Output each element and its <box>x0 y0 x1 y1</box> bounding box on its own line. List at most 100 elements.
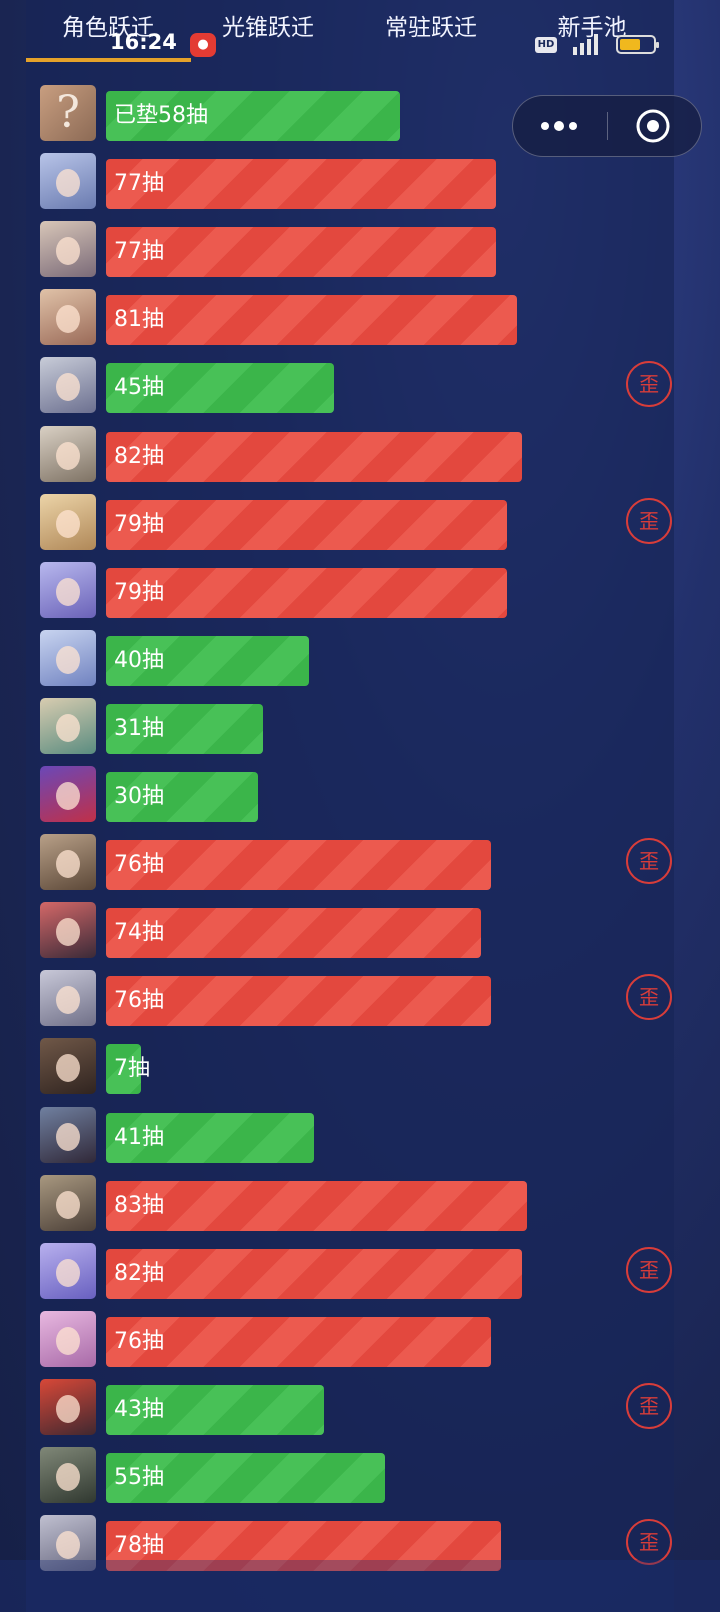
close-miniprogram-button[interactable] <box>609 96 701 156</box>
character-avatar <box>40 1242 96 1299</box>
pull-bar-red: 83抽 <box>106 1180 527 1231</box>
tab-lightcone-warp[interactable]: 光锥跃迁 <box>222 15 314 41</box>
character-avatar <box>40 766 96 822</box>
pull-row[interactable]: 79抽 歪 <box>40 493 680 550</box>
pull-bar-green: 41抽 <box>106 1112 314 1163</box>
pull-count-label: 82抽 <box>114 1260 164 1286</box>
capsule-divider <box>607 112 608 140</box>
pull-bar-green: 已垫58抽 <box>106 91 401 141</box>
pull-count-label: 30抽 <box>114 784 164 809</box>
miniprogram-capsule <box>512 95 702 157</box>
pull-count-label: 45抽 <box>114 375 164 401</box>
pull-row[interactable]: 41抽 <box>40 1106 680 1163</box>
pull-bar-red: 82抽 <box>106 431 522 482</box>
pull-count-label: 40抽 <box>114 647 164 673</box>
pull-count-label: 81抽 <box>114 307 164 333</box>
pull-count-label: 77抽 <box>114 239 164 265</box>
off-banner-badge: 歪 <box>626 1519 672 1566</box>
target-close-icon <box>636 109 670 143</box>
pull-count-label: 79抽 <box>114 511 164 537</box>
question-mark-avatar: ? <box>40 85 96 141</box>
pull-count-label: 76抽 <box>114 1328 164 1354</box>
character-avatar <box>40 289 96 346</box>
pull-count-label: 83抽 <box>114 1192 164 1218</box>
tab-beginner-warp[interactable]: 新手池 <box>557 15 627 41</box>
pull-row[interactable]: 31抽 <box>40 697 680 754</box>
pull-count-label: 43抽 <box>114 1396 164 1422</box>
pull-row[interactable]: 74抽 <box>40 902 680 959</box>
pull-bar-red: 77抽 <box>106 227 497 278</box>
pull-row[interactable]: 55抽 <box>40 1447 680 1503</box>
character-avatar <box>40 834 96 891</box>
pull-count-label: 76抽 <box>114 852 164 878</box>
more-dots-icon <box>541 121 577 131</box>
pull-row[interactable]: 82抽 歪 <box>40 1242 680 1299</box>
character-avatar <box>40 902 96 959</box>
off-banner-badge: 歪 <box>626 361 672 408</box>
pull-bar-red: 76抽 <box>106 976 492 1027</box>
character-avatar <box>40 970 96 1027</box>
pull-bar-red: 79抽 <box>106 567 507 618</box>
pull-row[interactable]: 76抽 歪 <box>40 970 680 1027</box>
pull-bar-red: 82抽 <box>106 1248 522 1299</box>
pull-row[interactable]: 45抽 歪 <box>40 357 680 414</box>
bottom-fade <box>0 1560 720 1612</box>
pull-bar-green: 30抽 <box>106 772 259 822</box>
character-avatar <box>40 425 96 482</box>
character-avatar <box>40 153 96 210</box>
pull-bar-green: 40抽 <box>106 635 309 686</box>
tab-character-warp[interactable]: 角色跃迁 <box>62 15 154 41</box>
pull-row[interactable]: ? 已垫58抽 <box>40 85 680 141</box>
pull-bar-green: 31抽 <box>106 703 264 754</box>
pull-bar-green: 43抽 <box>106 1384 324 1435</box>
pull-row[interactable]: 78抽 歪 <box>40 1515 680 1572</box>
pull-bar-red: 81抽 <box>106 295 517 346</box>
pull-count-label: 7抽 <box>114 1056 150 1082</box>
pull-row[interactable]: 77抽 <box>40 221 680 278</box>
pull-bar-red: 78抽 <box>106 1521 502 1572</box>
character-avatar <box>40 1310 96 1367</box>
character-avatar <box>40 1378 96 1435</box>
pull-row[interactable]: 81抽 <box>40 289 680 346</box>
off-banner-badge: 歪 <box>626 1246 672 1293</box>
pull-bar-red: 79抽 <box>106 499 507 550</box>
character-avatar <box>40 493 96 550</box>
pull-row[interactable]: 82抽 <box>40 425 680 482</box>
character-avatar <box>40 1038 96 1095</box>
off-banner-badge: 歪 <box>626 497 672 544</box>
pull-count-label: 76抽 <box>114 988 164 1014</box>
character-avatar <box>40 1174 96 1231</box>
pull-bar-red: 76抽 <box>106 1316 492 1367</box>
pull-row[interactable]: 30抽 <box>40 766 680 822</box>
pull-row[interactable]: 79抽 <box>40 561 680 618</box>
off-banner-badge: 歪 <box>626 974 672 1021</box>
pull-row[interactable]: 40抽 <box>40 629 680 686</box>
pull-row[interactable]: 77抽 <box>40 153 680 210</box>
pull-count-label: 55抽 <box>114 1465 164 1490</box>
character-avatar <box>40 357 96 414</box>
pull-bar-red: 74抽 <box>106 908 482 959</box>
off-banner-badge: 歪 <box>626 1382 672 1429</box>
pull-count-label: 已垫58抽 <box>114 103 208 128</box>
pull-row[interactable]: 7抽 <box>40 1038 680 1095</box>
pull-row[interactable]: 83抽 <box>40 1174 680 1231</box>
character-avatar <box>40 1515 96 1572</box>
pull-count-label: 31抽 <box>114 715 164 741</box>
pull-bar-green: 45抽 <box>106 363 335 414</box>
pull-count-label: 41抽 <box>114 1124 164 1150</box>
character-avatar <box>40 1447 96 1503</box>
pull-bar-red: 77抽 <box>106 159 497 210</box>
pull-bar-green: 55抽 <box>106 1453 385 1503</box>
character-avatar <box>40 697 96 754</box>
character-avatar <box>40 561 96 618</box>
more-menu-button[interactable] <box>513 96 607 156</box>
pull-row[interactable]: 43抽 歪 <box>40 1378 680 1435</box>
off-banner-badge: 歪 <box>626 838 672 885</box>
character-avatar <box>40 629 96 686</box>
pull-row[interactable]: 76抽 歪 <box>40 834 680 891</box>
pull-count-label: 82抽 <box>114 443 164 469</box>
tab-standard-warp[interactable]: 常驻跃迁 <box>385 15 477 41</box>
active-tab-indicator <box>26 58 191 62</box>
pull-row[interactable]: 76抽 <box>40 1310 680 1367</box>
pull-bar-green: 7抽 <box>106 1044 150 1095</box>
